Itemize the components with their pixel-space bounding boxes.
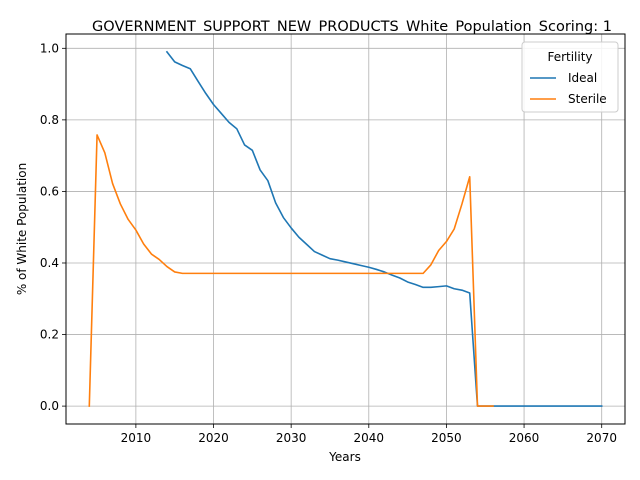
x-axis-ticks: 2010 2020 2030 2040 2050 2060 2070 [121, 424, 617, 445]
legend: Fertility Ideal Sterile [521, 41, 619, 113]
x-tick-label: 2030 [276, 431, 307, 445]
series-line-sterile [88, 134, 494, 407]
x-tick-label: 2010 [121, 431, 152, 445]
y-axis-ticks: 0.0 0.2 0.4 0.6 0.8 1.0 [40, 41, 66, 413]
plot-frame [65, 33, 626, 425]
series-lines [88, 50, 603, 407]
y-tick-label: 0.0 [40, 399, 59, 413]
y-tick-label: 0.2 [40, 328, 59, 342]
legend-title: Fertility [547, 50, 592, 64]
y-tick-label: 0.8 [40, 113, 59, 127]
x-tick-label: 2060 [509, 431, 540, 445]
x-tick-label: 2070 [586, 431, 617, 445]
legend-label-sterile: Sterile [568, 92, 607, 106]
chart-title: GOVERNMENT_SUPPORT_NEW_PRODUCTS_White_Po… [92, 19, 612, 35]
series-line-ideal [165, 50, 603, 407]
x-axis-label: Years [328, 450, 361, 464]
y-tick-label: 1.0 [40, 41, 59, 55]
x-tick-label: 2020 [198, 431, 229, 445]
y-tick-label: 0.4 [40, 256, 59, 270]
y-tick-label: 0.6 [40, 184, 59, 198]
x-tick-label: 2050 [431, 431, 462, 445]
y-axis-label: % of White Population [15, 163, 29, 295]
x-tick-label: 2040 [354, 431, 385, 445]
legend-box [521, 41, 619, 113]
legend-label-ideal: Ideal [568, 71, 597, 85]
